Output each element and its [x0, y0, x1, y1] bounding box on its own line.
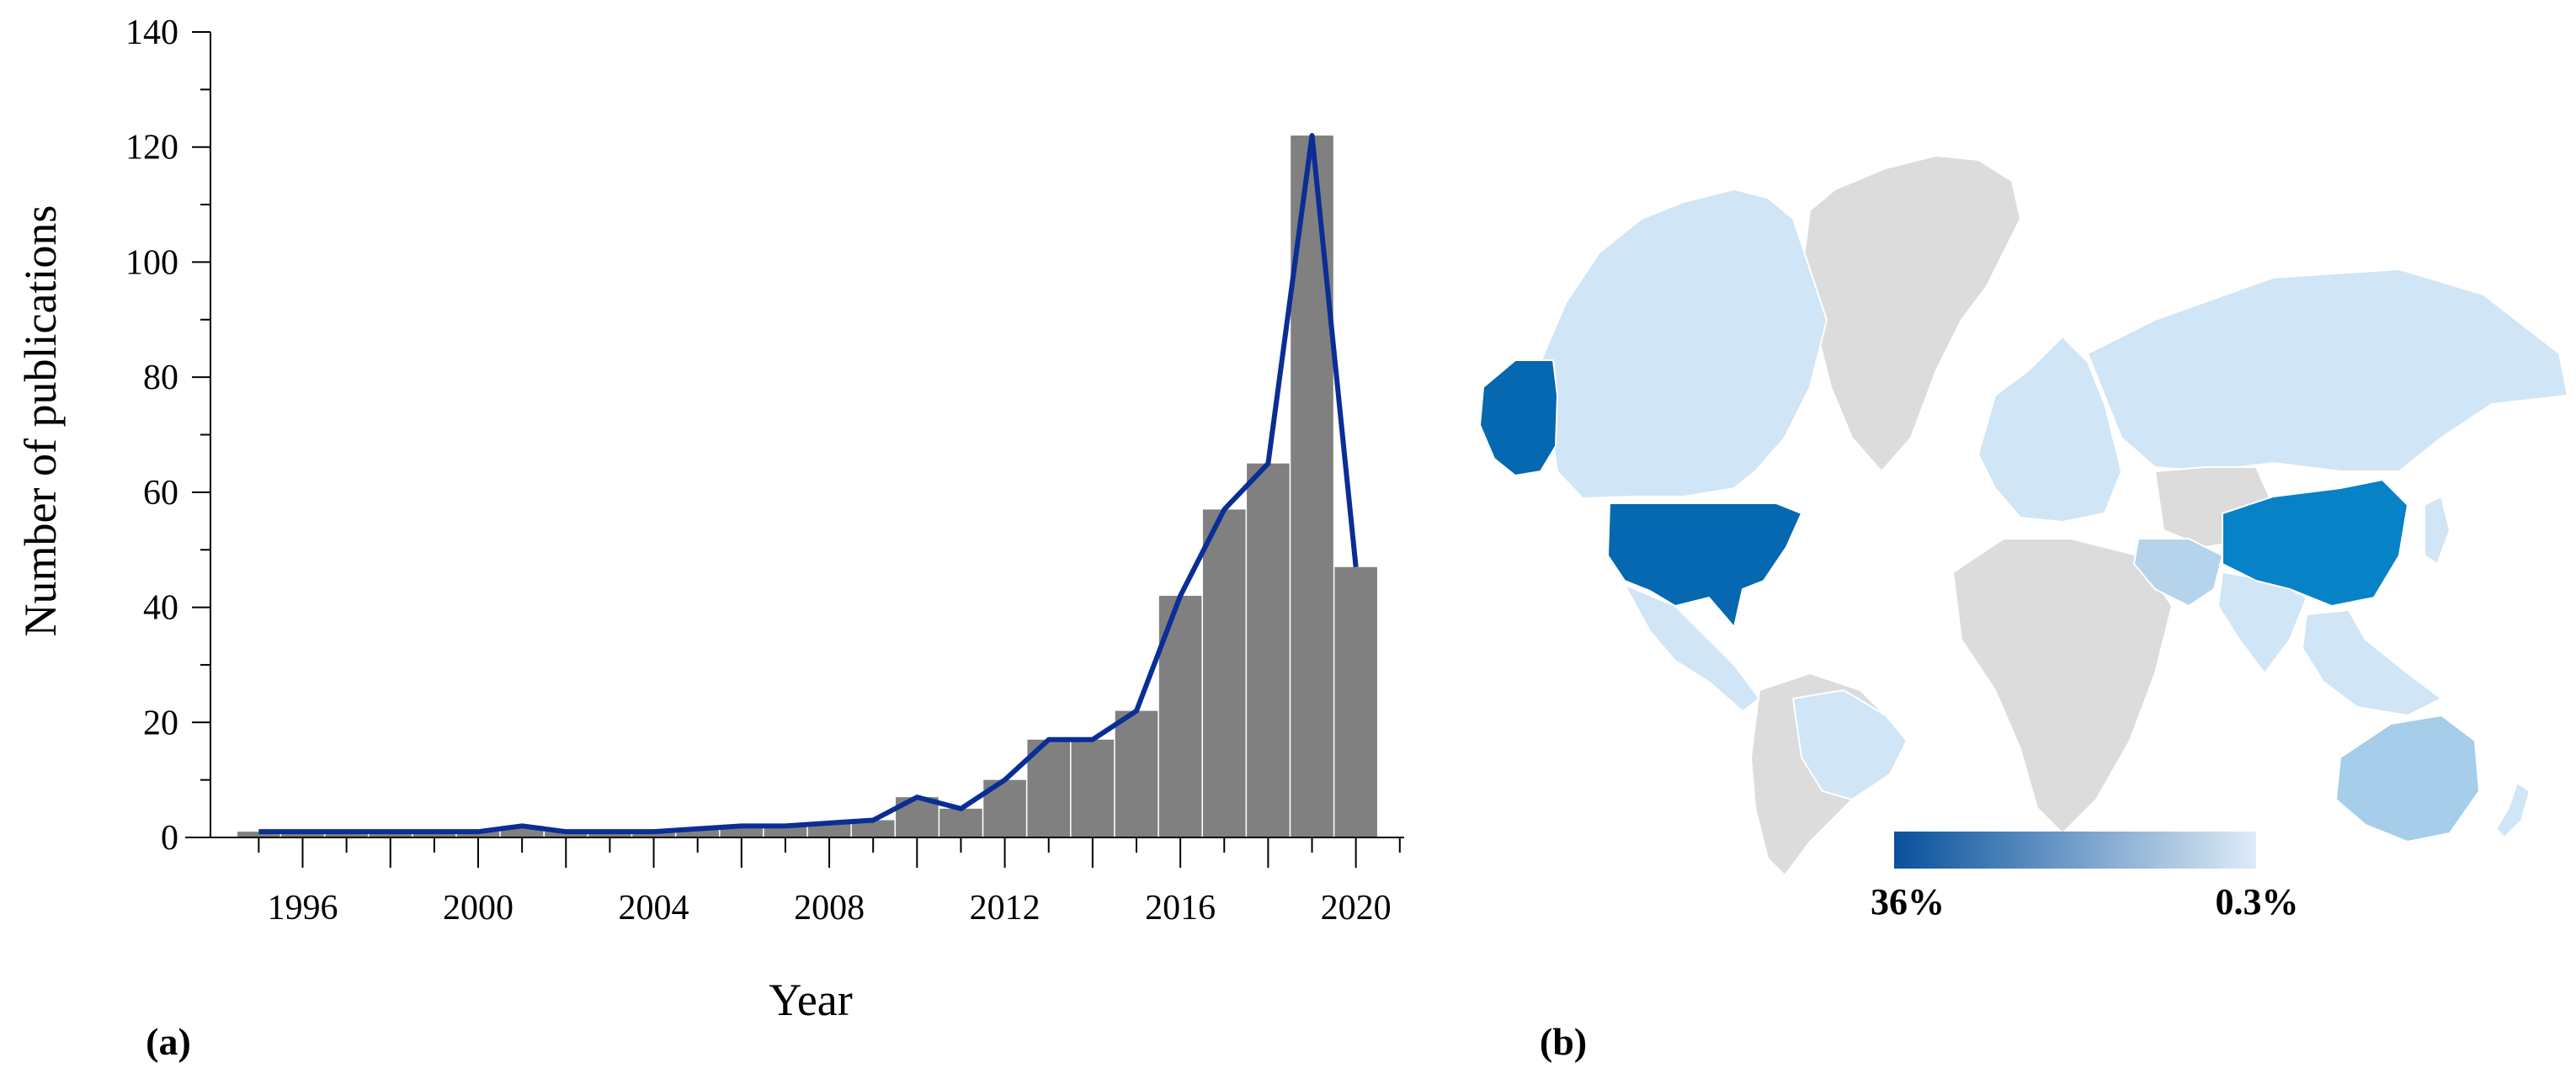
bar-2004: [632, 832, 675, 837]
bar-2005: [676, 828, 719, 837]
map-region-greenland: [1800, 154, 2022, 473]
map-region-united-states: [1606, 502, 1803, 630]
x-tick-label: 2012: [970, 889, 1041, 928]
publications-chart: 0 20 40 60 80 100 120 140 1996 2000 2004 2008 2012 2…: [15, 13, 1404, 1063]
map-region-africa: [1951, 538, 2174, 835]
bar-2008: [807, 822, 851, 837]
bar-2003: [588, 832, 631, 837]
x-axis-title: Year: [769, 975, 853, 1025]
bar-2017: [1202, 509, 1246, 837]
bar-2011: [939, 808, 982, 837]
map-region-southeast-asia: [2301, 609, 2443, 717]
y-tick-label: 60: [143, 474, 178, 513]
y-axis-title: Number of publications: [15, 205, 66, 637]
map-region-china: [2222, 478, 2409, 608]
map-region-iran: [2132, 538, 2224, 608]
panel-label-a: (a): [146, 1020, 191, 1063]
map-region-japan: [2424, 495, 2451, 566]
color-scale-bar: [1894, 832, 2256, 869]
bar-2020: [1334, 566, 1377, 837]
x-ticks: 1996 2000 2004 2008 2012 2016 2020: [258, 837, 1401, 928]
map-region-russia: [2086, 268, 2569, 473]
x-tick-label: 2000: [443, 889, 514, 928]
y-tick-label: 0: [161, 819, 178, 858]
map-region-new-zealand: [2494, 781, 2531, 839]
panel-label-b: (b): [1540, 1020, 1587, 1063]
map-region-europe: [1977, 335, 2123, 524]
y-tick-label: 120: [125, 129, 178, 167]
trend-line: [258, 133, 1359, 835]
color-scale-min-label: 0.3%: [2216, 881, 2299, 922]
x-tick-label: 2016: [1145, 889, 1216, 928]
bar-1999: [412, 832, 456, 837]
map-region-mexico: [1622, 582, 1761, 713]
x-tick-label: 1996: [267, 889, 338, 928]
x-tick-label: 2020: [1321, 889, 1392, 928]
bar-2000: [456, 832, 500, 837]
bar-2002: [544, 832, 588, 837]
map-region-canada: [1539, 188, 1828, 500]
y-tick-label: 40: [143, 589, 178, 628]
color-scale-max-label: 36%: [1871, 881, 1945, 922]
map-region-australia: [2334, 714, 2481, 843]
y-tick-label: 140: [125, 13, 178, 52]
bar-2015: [1115, 710, 1158, 837]
bar-1997: [325, 832, 368, 837]
y-tick-label: 20: [143, 704, 178, 742]
bar-1995: [237, 832, 280, 837]
map-region-alaska: [1478, 359, 1559, 477]
bar-1998: [369, 832, 412, 837]
x-tick-label: 2004: [619, 889, 689, 928]
bar-series: [237, 136, 1377, 838]
bar-2018: [1247, 463, 1290, 837]
bar-2007: [764, 826, 807, 837]
y-tick-label: 80: [143, 359, 178, 397]
world-map: 36% 0.3% (b): [1478, 154, 2569, 1063]
x-tick-label: 2008: [794, 889, 865, 928]
map-region-brazil: [1791, 688, 1908, 801]
bar-2014: [1071, 739, 1115, 837]
y-ticks: 0 20 40 60 80 100 120 140: [125, 13, 210, 858]
bar-1996: [281, 832, 324, 837]
bar-2009: [851, 820, 895, 837]
y-tick-label: 100: [125, 243, 178, 282]
